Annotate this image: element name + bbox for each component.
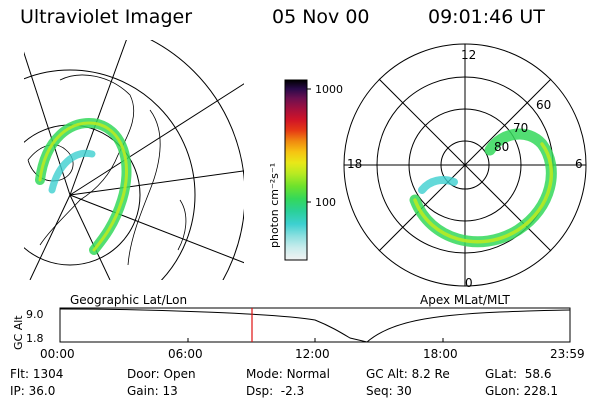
time-label: 09:01:46 UT	[428, 6, 545, 28]
status-gain: Gain: 13	[127, 384, 178, 398]
status-gc-alt: GC Alt: 8.2 Re	[366, 367, 450, 381]
mlat-label-60: 60	[536, 98, 551, 112]
timeline-x-tick-1800: 18:00	[423, 347, 458, 361]
timeline-y-tick-9: 9.0	[26, 308, 44, 321]
geographic-map	[24, 40, 244, 280]
colorbar-scale	[284, 79, 308, 261]
timeline-frame	[59, 307, 571, 343]
status-dsp: Dsp: -2.3	[246, 384, 305, 398]
timeline-y-label: GC Alt	[12, 315, 25, 350]
mlat-label-70: 70	[513, 121, 528, 135]
timeline-x-tick-2359: 23:59	[550, 347, 585, 361]
status-ip: IP: 36.0	[10, 384, 56, 398]
mlt-label-6: 6	[575, 157, 583, 171]
status-flt: Flt: 1304	[10, 367, 64, 381]
timeline-x-tick-0600: 06:00	[168, 347, 203, 361]
status-mode: Mode: Normal	[246, 367, 330, 381]
altitude-curve	[59, 308, 571, 343]
colorbar-tick-1000: 1000	[315, 83, 343, 96]
timeline-x-tick-1200: 12:00	[295, 347, 330, 361]
colorbar-unit-label: photon cm⁻²s⁻¹	[268, 163, 281, 248]
colorbar-tick-100: 100	[315, 196, 336, 209]
status-door: Door: Open	[127, 367, 196, 381]
status-glat: GLat: 58.6	[485, 367, 552, 381]
altitude-timeline: GC Alt 9.0 1.8 00:00 06:00 12:00 18:00 2…	[12, 307, 585, 361]
colorbar: 1000 100 photon cm⁻²s⁻¹	[268, 79, 343, 261]
status-glon: GLon: 228.1	[485, 384, 558, 398]
status-seq: Seq: 30	[366, 384, 412, 398]
mlt-polar-plot: 12 18 6 0 60 70 80	[343, 43, 587, 290]
mlat-label-80: 80	[494, 140, 509, 154]
geographic-caption: Geographic Lat/Lon	[70, 293, 188, 307]
mlt-label-12: 12	[461, 48, 476, 62]
apex-caption: Apex MLat/MLT	[420, 293, 510, 307]
timeline-y-tick-1: 1.8	[26, 332, 44, 345]
timeline-x-tick-0000: 00:00	[40, 347, 75, 361]
instrument-title: Ultraviolet Imager	[20, 6, 193, 28]
mlt-label-0: 0	[465, 276, 473, 290]
mlt-label-18: 18	[347, 157, 362, 171]
date-label: 05 Nov 00	[272, 6, 370, 28]
